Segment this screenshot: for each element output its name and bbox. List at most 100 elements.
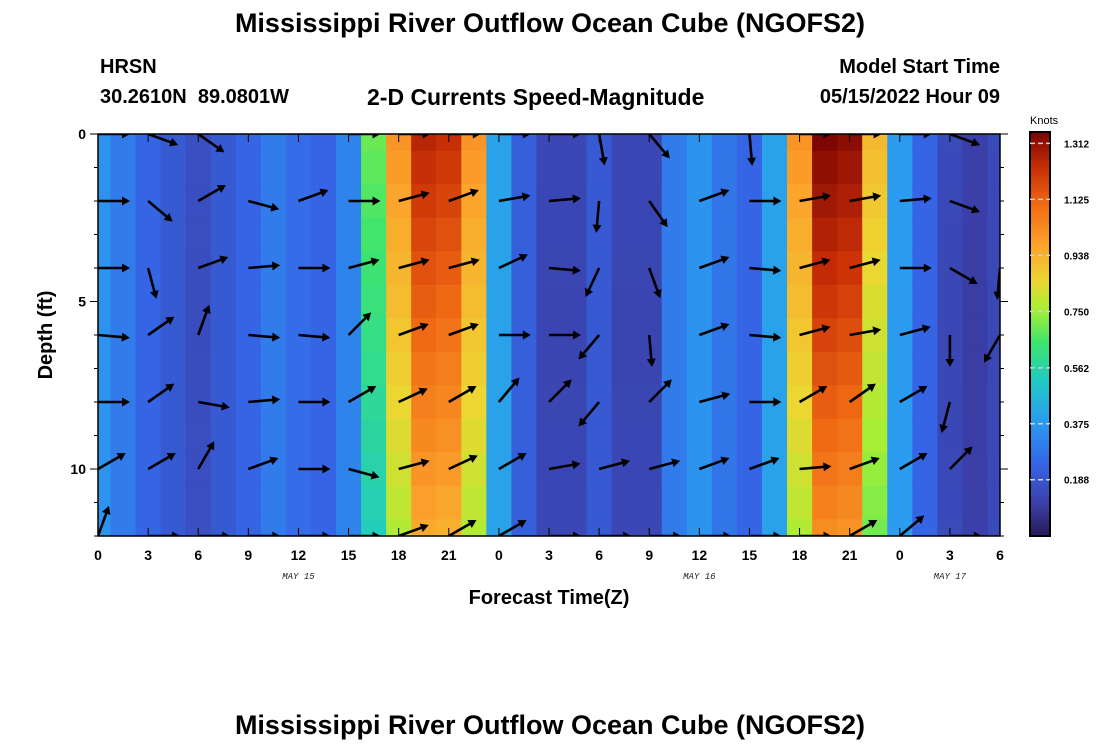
- current-vector-arrow: [799, 324, 831, 337]
- current-vector-arrow: [298, 464, 331, 474]
- current-vector-arrow: [398, 190, 430, 203]
- heatmap-cell: [486, 284, 513, 319]
- heatmap-cell: [210, 485, 237, 520]
- heatmap-cell: [310, 284, 337, 319]
- current-vector-arrow: [398, 257, 430, 270]
- heatmap-cell: [962, 351, 989, 386]
- heatmap-cell: [210, 452, 237, 487]
- heatmap-cell: [862, 351, 888, 386]
- heatmap-cell: [361, 519, 387, 536]
- current-vector-arrow: [698, 391, 731, 404]
- heatmap-cell: [636, 385, 663, 420]
- heatmap-cell: [511, 150, 538, 185]
- heatmap-cell: [98, 284, 112, 319]
- heatmap-cell: [661, 519, 688, 536]
- heatmap-cell: [235, 519, 262, 536]
- heatmap-cell: [962, 418, 989, 453]
- current-vector-arrow: [549, 531, 581, 536]
- current-vector-arrow: [848, 383, 876, 404]
- heatmap-cell: [586, 284, 613, 319]
- current-vector-arrow: [298, 397, 331, 407]
- heatmap-cell: [962, 519, 989, 536]
- heatmap-cell: [98, 452, 112, 487]
- heatmap-cell: [962, 318, 989, 353]
- current-vector-arrow: [147, 453, 176, 471]
- current-vector-arrow: [298, 332, 331, 342]
- heatmap-cell: [285, 418, 312, 453]
- heatmap-cell: [285, 150, 312, 185]
- date-label: MAY 17: [934, 572, 967, 582]
- heatmap-cell: [761, 519, 788, 536]
- heatmap-cell: [361, 217, 387, 252]
- heatmap-cell: [411, 351, 437, 386]
- current-vector-arrow: [247, 456, 279, 471]
- heatmap-cell: [110, 134, 137, 152]
- heatmap-cell: [210, 385, 237, 420]
- heatmap-cell: [511, 184, 538, 219]
- heatmap-cell: [411, 184, 437, 219]
- heatmap-cell: [937, 485, 964, 520]
- heatmap-cell: [862, 251, 888, 286]
- current-vector-arrow: [548, 379, 572, 403]
- y-tick-label: 10: [70, 461, 86, 477]
- colorbar-gradient: [1029, 131, 1051, 537]
- heatmap-cell: [987, 519, 1000, 536]
- heatmap-cell: [611, 385, 638, 420]
- heatmap-cell: [511, 452, 538, 487]
- current-vector-arrow: [348, 196, 381, 206]
- heatmap-cell: [912, 485, 938, 520]
- heatmap-cell: [837, 485, 863, 520]
- x-tick-label: 6: [996, 547, 1004, 563]
- current-vector-arrow: [248, 332, 281, 342]
- heatmap-cell: [862, 217, 888, 252]
- heatmap-cell: [812, 184, 838, 219]
- heatmap-cell: [787, 150, 813, 185]
- heatmap-cell: [235, 351, 262, 386]
- heatmap-cell: [511, 284, 538, 319]
- heatmap-cell: [511, 418, 538, 453]
- heatmap-cell: [962, 485, 989, 520]
- heatmap-cell: [160, 485, 187, 520]
- heatmap-cell: [987, 452, 1000, 487]
- heatmap-cell: [336, 485, 362, 520]
- heatmap-cell: [711, 418, 738, 453]
- heatmap-cell: [260, 519, 287, 536]
- current-vector-arrow: [749, 265, 782, 275]
- heatmap-cell: [636, 150, 663, 185]
- heatmap-cell: [285, 217, 312, 252]
- axes: 0 3 6 9 12 15 18 21 0 3 6 9 12 15 18 21 0 3 6 MAY 15 MAY 16 M…: [70, 126, 1008, 582]
- heatmap-cell: [461, 351, 487, 386]
- heatmap-cell: [586, 519, 613, 536]
- heatmap-cell: [987, 318, 1000, 353]
- heatmap-cell: [185, 452, 212, 487]
- heatmap-cell: [787, 519, 813, 536]
- heatmap-cell: [912, 150, 938, 185]
- current-vector-arrow: [648, 134, 670, 159]
- heatmap-cell: [160, 351, 187, 386]
- heatmap-cell: [912, 418, 938, 453]
- heatmap-cell: [736, 418, 763, 453]
- current-vector-arrow: [999, 450, 1000, 470]
- heatmap-cell: [386, 418, 412, 453]
- current-vector-arrow: [448, 520, 477, 536]
- heatmap-cell: [761, 150, 788, 185]
- heatmap-cell: [561, 485, 588, 520]
- heatmap-cell: [310, 485, 337, 520]
- heatmap-cell: [987, 251, 1000, 286]
- heatmap-cell: [812, 385, 838, 420]
- current-vector-arrow: [597, 134, 608, 166]
- heatmap-cell: [611, 217, 638, 252]
- current-vector-arrow: [398, 523, 429, 536]
- y-tick-label: 0: [78, 126, 86, 142]
- heatmap-cell: [185, 351, 212, 386]
- y-tick-label: 5: [78, 294, 86, 310]
- heatmap-cell: [411, 251, 437, 286]
- current-vector-arrow: [799, 531, 832, 536]
- heatmap-cell: [210, 519, 237, 536]
- heatmap-cell: [812, 318, 838, 353]
- heatmap-cell: [361, 318, 387, 353]
- heatmap-cell: [661, 351, 688, 386]
- heatmap-cell: [98, 217, 112, 252]
- heatmap-cell: [711, 351, 738, 386]
